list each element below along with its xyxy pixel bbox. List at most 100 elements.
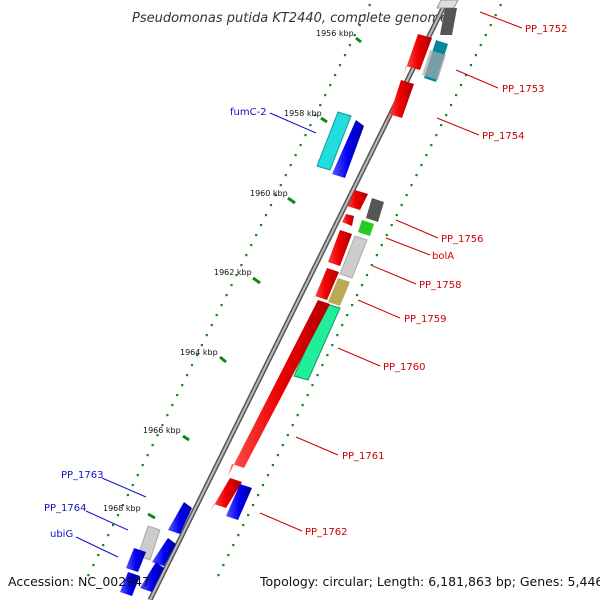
tick-dot (205, 334, 208, 337)
tick-dot (360, 284, 364, 287)
tick-dot (240, 264, 243, 267)
tick-dot (291, 424, 294, 427)
reverse-gene-labels: PP_1752 PP_1753 PP_1754 PP_1756 bolA PP_… (305, 24, 568, 538)
forward-leader-lines (75, 112, 317, 558)
gene-pp1759-olive[interactable] (328, 278, 350, 306)
kbp-label-1968: 1968 kbp (103, 504, 141, 513)
kbp-label-1962: 1962 kbp (214, 268, 252, 277)
tick-dot (252, 504, 255, 507)
gene-pp1754[interactable] (386, 80, 414, 126)
gene-pp1762-red[interactable] (210, 478, 242, 512)
tick-dot (131, 484, 134, 487)
tick-dot (217, 574, 220, 577)
label-pp1753[interactable]: PP_1753 (502, 84, 545, 95)
tick-dot (176, 394, 179, 397)
tick-dot (445, 114, 448, 117)
tick-dot (156, 434, 159, 437)
gene-pp1763[interactable] (168, 502, 192, 534)
label-ubig[interactable]: ubiG (50, 529, 73, 540)
gene-pp1756-red[interactable] (344, 190, 368, 214)
tick-dot (121, 504, 125, 507)
gene-pp1758-red[interactable] (325, 230, 352, 270)
gene-ubig-3[interactable] (120, 572, 140, 596)
tick-dot (186, 374, 189, 377)
tick-dot (230, 284, 233, 287)
kbp-label-1964: 1964 kbp (180, 348, 218, 357)
gene-pp1756-dark[interactable] (366, 198, 384, 222)
tick-dot (261, 484, 265, 487)
tick-dot (264, 214, 268, 217)
tick-dot (266, 474, 270, 477)
kbp-label-1956: 1956 kbp (316, 29, 354, 38)
tick-dot (286, 434, 289, 437)
tick-dot (237, 534, 240, 537)
tick-dot (474, 54, 477, 57)
label-pp1761[interactable]: PP_1761 (342, 451, 385, 462)
tick-dot (284, 174, 287, 177)
label-pp1763[interactable]: PP_1763 (61, 470, 104, 481)
tick-dot (247, 514, 250, 517)
tick-dot (112, 524, 115, 527)
tick-dot (390, 224, 393, 227)
gene-pp1756-small[interactable] (342, 214, 354, 226)
kbp-labels: 1956 kbp 1958 kbp 1960 kbp 1962 kbp 1964… (103, 29, 354, 513)
tick-dot (348, 44, 351, 47)
tick-dot (222, 564, 225, 567)
gene-pp1762-blue[interactable] (226, 484, 252, 520)
gene-pp1753-red[interactable] (404, 34, 432, 74)
tick-dot (97, 554, 100, 557)
label-fumc2[interactable]: fumC-2 (230, 107, 267, 118)
tick-dot (232, 544, 235, 547)
label-pp1759[interactable]: PP_1759 (404, 314, 447, 325)
gene-pp1752-segment[interactable] (436, 0, 459, 9)
gene-pp1758-grey[interactable] (339, 235, 368, 279)
tick-dot (245, 254, 248, 257)
label-pp1764[interactable]: PP_1764 (44, 503, 87, 514)
gene-pp1761[interactable] (228, 300, 330, 476)
tick-dot (338, 64, 342, 67)
label-pp1756[interactable]: PP_1756 (441, 234, 484, 245)
tick-dot (415, 174, 418, 177)
tick-dot (365, 274, 369, 277)
tick-dot (257, 494, 260, 497)
tick-dot (181, 384, 184, 387)
topology-text: Topology: circular; Length: 6,181,863 bp… (259, 574, 600, 589)
gene-pp1752-dark[interactable] (440, 8, 457, 35)
forward-strand-genes (120, 111, 364, 596)
gene-fumc2-blue[interactable] (332, 120, 364, 178)
label-pp1758[interactable]: PP_1758 (419, 280, 462, 291)
tick-dot (141, 464, 144, 467)
label-pp1752[interactable]: PP_1752 (525, 24, 568, 35)
gene-ubig-2[interactable] (140, 562, 164, 592)
tick-dot (309, 124, 312, 127)
tick-dot (385, 234, 388, 237)
tick-dot (343, 54, 347, 57)
tick-dot (489, 24, 492, 27)
gene-pp1753-grey[interactable] (422, 50, 446, 80)
tick-dot (210, 324, 213, 327)
tick-track (87, 4, 502, 577)
gene-bola[interactable] (358, 220, 374, 236)
gene-pp1764-blue[interactable] (126, 548, 146, 572)
gene-pp1759-red[interactable] (312, 268, 339, 304)
tick-dot (469, 64, 472, 67)
tick-dot (281, 444, 284, 447)
tick-dot (440, 124, 443, 127)
label-pp1760[interactable]: PP_1760 (383, 362, 426, 373)
tick-dot (242, 524, 245, 527)
tick-dot (430, 144, 433, 147)
label-pp1762[interactable]: PP_1762 (305, 527, 348, 538)
tick-dot (271, 464, 274, 467)
tick-dot (200, 344, 203, 347)
tick-dot (146, 454, 149, 457)
gene-ubig[interactable] (152, 538, 176, 566)
gene-fumc2-cyan[interactable] (316, 111, 352, 171)
tick-dot (370, 264, 373, 267)
label-pp1754[interactable]: PP_1754 (482, 131, 525, 142)
tick-dot (356, 294, 359, 297)
kbp-tick-marks (147, 36, 362, 520)
map-title: Pseudomonas putida KT2440, complete geno… (132, 11, 448, 26)
tick-dot (301, 404, 304, 407)
label-bola[interactable]: bolA (432, 251, 454, 262)
tick-dot (225, 294, 228, 297)
